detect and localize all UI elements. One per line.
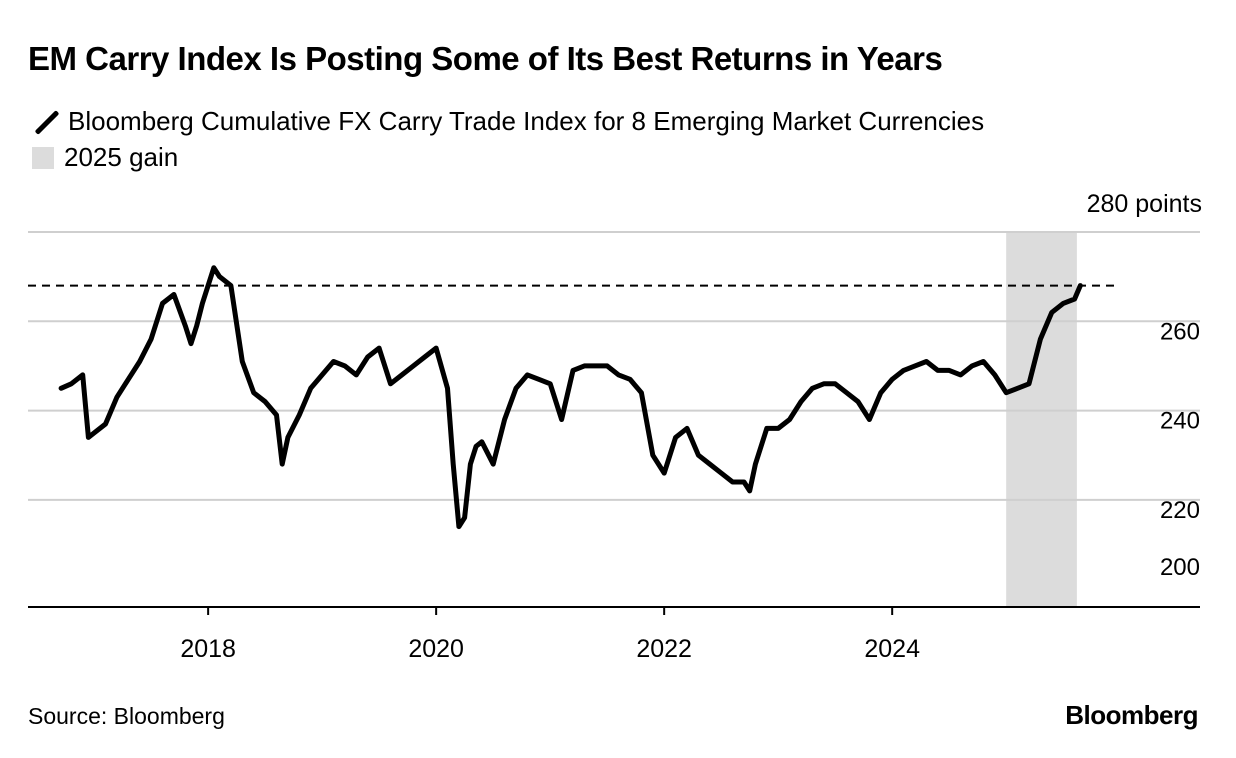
legend-item-2025-gain: 2025 gain: [30, 142, 178, 173]
x-tick-label-2022: 2022: [636, 635, 692, 663]
x-tick-label-2020: 2020: [408, 635, 464, 663]
legend-item-index: Bloomberg Cumulative FX Carry Trade Inde…: [30, 106, 984, 137]
bloomberg-logo: Bloomberg: [1065, 700, 1198, 730]
y-tick-label-240: 240: [1160, 408, 1200, 435]
source-note: Source: Bloomberg: [28, 703, 225, 729]
y-tick-label-260: 260: [1160, 318, 1200, 345]
y-tick-label-200: 200: [1160, 554, 1200, 581]
chart-title: EM Carry Index Is Posting Some of Its Be…: [28, 40, 943, 77]
x-tick-label-2018: 2018: [180, 635, 236, 663]
y-tick-label-220: 220: [1160, 497, 1200, 524]
y-axis-unit-label: 280 points: [1086, 190, 1202, 218]
legend-label-2025-gain: 2025 gain: [64, 142, 179, 172]
x-tick-label-2024: 2024: [864, 635, 920, 663]
shaded-region-2025-gain: [1006, 232, 1077, 607]
series-line-em-carry-index: [58, 265, 1083, 530]
legend-label-index: Bloomberg Cumulative FX Carry Trade Inde…: [68, 106, 985, 136]
shade-swatch-icon: [32, 146, 54, 169]
